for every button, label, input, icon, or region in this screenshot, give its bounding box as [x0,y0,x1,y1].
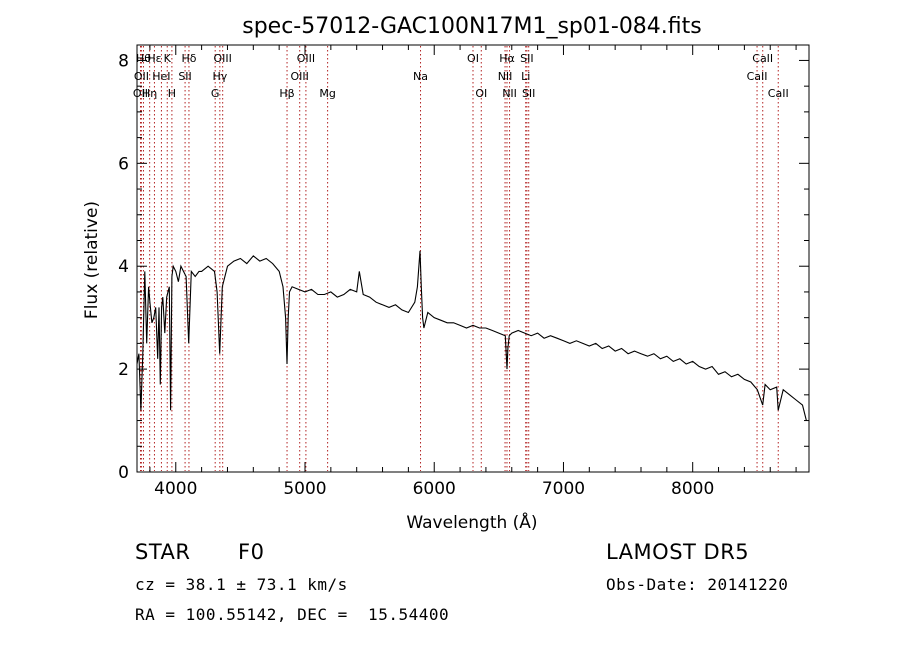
line-marker-label: Hε [147,52,161,65]
line-marker-label: CaII [747,70,768,83]
survey-name: LAMOST DR5 [606,540,750,564]
line-marker-label: Hα [499,52,515,65]
spectral-subclass: F0 [238,540,265,564]
line-marker-label: G [211,87,220,100]
spectrum-line [136,250,807,421]
line-marker-label: H [168,87,176,100]
line-marker-label: Hδ [181,52,196,65]
line-marker-label: K [164,52,172,65]
line-marker-label: CaII [768,87,789,100]
line-marker-label: Hγ [212,70,227,83]
line-marker-label: Hθ [136,52,151,65]
y-tick-label: 0 [118,463,129,483]
x-tick-label: 8000 [671,479,714,499]
line-marker-label: Hβ [279,87,294,100]
line-marker-label: NII [502,87,517,100]
line-marker-label: OII [134,70,149,83]
x-axis: 4000 5000 6000 7000 8000 [149,45,797,499]
line-marker-label: OI [475,87,487,100]
coordinates: RA = 100.55142, DEC = 15.54400 [135,605,450,624]
line-marker-label: OIII [213,52,231,65]
y-tick-label: 6 [118,154,129,174]
x-tick-label: 7000 [542,479,585,499]
spectral-line-labels: OIIOIIHθHηHεHeIKHSIIHδGHγOIIIHβOIIIOIIIM… [133,52,789,100]
line-marker-label: HeI [152,70,170,83]
plot-frame [136,44,810,473]
x-tick-label: 4000 [154,479,197,499]
spectrum-series [136,250,807,421]
chart-title: spec-57012-GAC100N17M1_sp01-084.fits [242,14,702,39]
y-axis-label: Flux (relative) [82,201,102,319]
line-marker-label: NII [498,70,513,83]
object-class: STAR [135,540,191,564]
y-tick-label: 2 [118,360,129,380]
line-marker-label: Na [413,70,428,83]
line-marker-label: SII [522,87,535,100]
line-marker-label: SII [520,52,533,65]
spectral-line-markers [139,46,779,471]
line-marker-label: OIII [291,70,309,83]
line-marker-label: CaII [752,52,773,65]
y-tick-label: 8 [118,51,129,71]
y-axis: 0 2 4 6 8 [118,51,809,483]
x-axis-label: Wavelength (Å) [406,511,537,533]
line-marker-label: SII [178,70,191,83]
redshift-readout: cz = 38.1 ± 73.1 km/s [135,575,348,594]
line-marker-label: OI [467,52,479,65]
x-tick-label: 5000 [283,479,326,499]
obs-date: Obs-Date: 20141220 [606,575,789,594]
line-marker-label: OIII [297,52,315,65]
line-marker-label: Hη [142,87,157,100]
y-tick-label: 4 [118,257,129,277]
x-tick-label: 6000 [413,479,456,499]
line-marker-label: Mg [319,87,335,100]
line-marker-label: Li [521,70,530,83]
